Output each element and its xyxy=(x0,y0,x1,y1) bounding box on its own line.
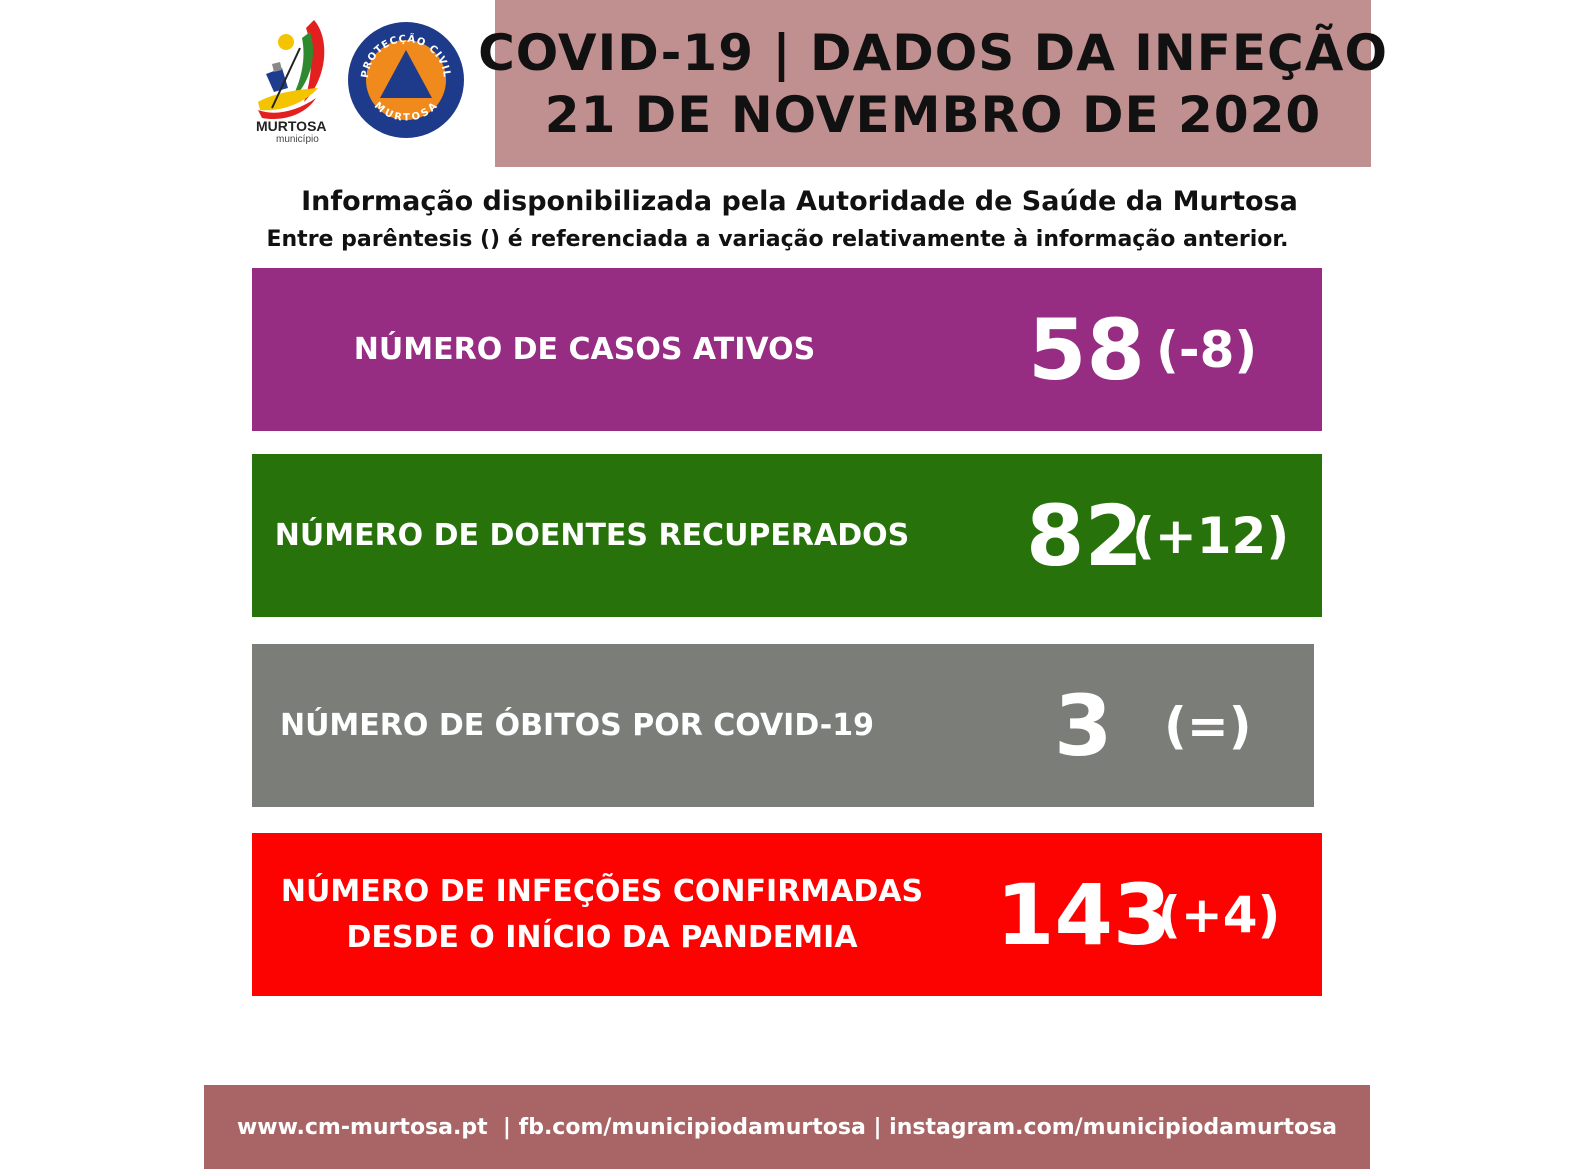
footer-links-text: www.cm-murtosa.pt | fb.com/municipiodamu… xyxy=(236,1114,1338,1140)
stat-label: NÚMERO DE DOENTES RECUPERADOS xyxy=(252,454,932,617)
murtosa-logo-icon xyxy=(258,20,325,120)
murtosa-municipality-logo: MURTOSA município xyxy=(252,18,332,148)
stat-row-deaths: NÚMERO DE ÓBITOS POR COVID-19 3 (=) xyxy=(252,644,1314,807)
stat-label-text: NÚMERO DE ÓBITOS POR COVID-19 xyxy=(279,707,875,743)
title-line-2: 21 DE NOVEMBRO DE 2020 xyxy=(544,85,1322,144)
stat-value: 58 xyxy=(1028,300,1145,399)
stat-variation: (-8) xyxy=(1156,320,1258,379)
protecao-civil-emblem: PROTECÇÃO CIVIL MURTOSA xyxy=(346,20,466,140)
stat-label-line-2: DESDE O INÍCIO DA PANDEMIA xyxy=(346,919,858,955)
stat-variation: (+4) xyxy=(1158,885,1281,944)
stat-row-confirmed-infections: NÚMERO DE INFEÇÕES CONFIRMADAS DESDE O I… xyxy=(252,833,1322,996)
murtosa-logo-subtext: município xyxy=(276,134,319,145)
murtosa-logo-text: MURTOSA xyxy=(256,118,327,134)
stat-label: NÚMERO DE ÓBITOS POR COVID-19 xyxy=(252,644,902,807)
stat-label: NÚMERO DE CASOS ATIVOS xyxy=(252,268,917,431)
footer-links-bar: www.cm-murtosa.pt | fb.com/municipiodamu… xyxy=(204,1085,1370,1169)
stat-value: 3 xyxy=(1054,676,1113,775)
stat-variation: (+12) xyxy=(1132,506,1290,565)
stat-variation: (=) xyxy=(1164,696,1252,755)
stat-value: 82 xyxy=(1026,486,1143,585)
stat-label-text: NÚMERO DE DOENTES RECUPERADOS xyxy=(274,517,910,553)
info-variation-note: Entre parêntesis () é referenciada a var… xyxy=(266,227,1289,252)
info-source-text: Informação disponibilizada pela Autorida… xyxy=(301,186,1298,217)
title-banner: COVID-19 | DADOS DA INFEÇÃO 21 DE NOVEMB… xyxy=(478,0,1387,167)
title-line-1: COVID-19 | DADOS DA INFEÇÃO xyxy=(478,23,1388,82)
stat-row-active-cases: NÚMERO DE CASOS ATIVOS 58 (-8) xyxy=(252,268,1322,431)
stat-row-recovered: NÚMERO DE DOENTES RECUPERADOS 82 (+12) xyxy=(252,454,1322,617)
protecao-civil-icon: PROTECÇÃO CIVIL MURTOSA xyxy=(348,22,464,138)
stat-label-line-1: NÚMERO DE INFEÇÕES CONFIRMADAS xyxy=(280,873,924,909)
stat-value: 143 xyxy=(996,865,1172,964)
stat-label: NÚMERO DE INFEÇÕES CONFIRMADAS DESDE O I… xyxy=(252,833,952,996)
stat-label-text: NÚMERO DE CASOS ATIVOS xyxy=(353,331,816,367)
